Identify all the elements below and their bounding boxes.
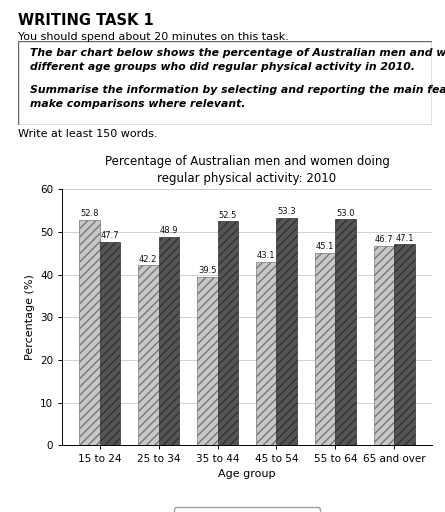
Text: 45.1: 45.1 [316, 242, 334, 251]
Text: 46.7: 46.7 [375, 236, 393, 245]
Bar [100, 242, 120, 445]
Text: 47.1: 47.1 [395, 234, 414, 243]
Text: WRITING TASK 1: WRITING TASK 1 [18, 13, 154, 28]
Y-axis label: Percentage (%): Percentage (%) [24, 274, 35, 360]
Text: Write at least 150 words.: Write at least 150 words. [18, 129, 157, 139]
Text: 47.7: 47.7 [101, 231, 119, 240]
Text: You should spend about 20 minutes on this task.: You should spend about 20 minutes on thi… [18, 32, 289, 42]
Bar [197, 277, 218, 445]
Bar [79, 220, 100, 445]
Text: 42.2: 42.2 [139, 254, 158, 264]
Text: 53.3: 53.3 [277, 207, 296, 217]
Bar [256, 262, 276, 445]
Legend: Male, Female: Male, Female [174, 507, 320, 512]
Text: Summarise the information by selecting and reporting the main features, and
make: Summarise the information by selecting a… [30, 85, 445, 109]
X-axis label: Age group: Age group [218, 468, 276, 479]
Text: 52.5: 52.5 [218, 211, 237, 220]
Text: The bar chart below shows the percentage of Australian men and women in
differen: The bar chart below shows the percentage… [30, 48, 445, 72]
Text: 43.1: 43.1 [257, 251, 275, 260]
Text: 53.0: 53.0 [336, 208, 355, 218]
Text: 48.9: 48.9 [160, 226, 178, 235]
Text: 52.8: 52.8 [80, 209, 99, 219]
Bar [374, 246, 394, 445]
Title: Percentage of Australian men and women doing
regular physical activity: 2010: Percentage of Australian men and women d… [105, 156, 389, 185]
Bar [315, 253, 336, 445]
Bar [394, 245, 415, 445]
Bar [276, 218, 297, 445]
Bar [218, 221, 238, 445]
Bar [158, 237, 179, 445]
Bar [138, 265, 158, 445]
Bar [336, 219, 356, 445]
Text: 39.5: 39.5 [198, 266, 216, 275]
